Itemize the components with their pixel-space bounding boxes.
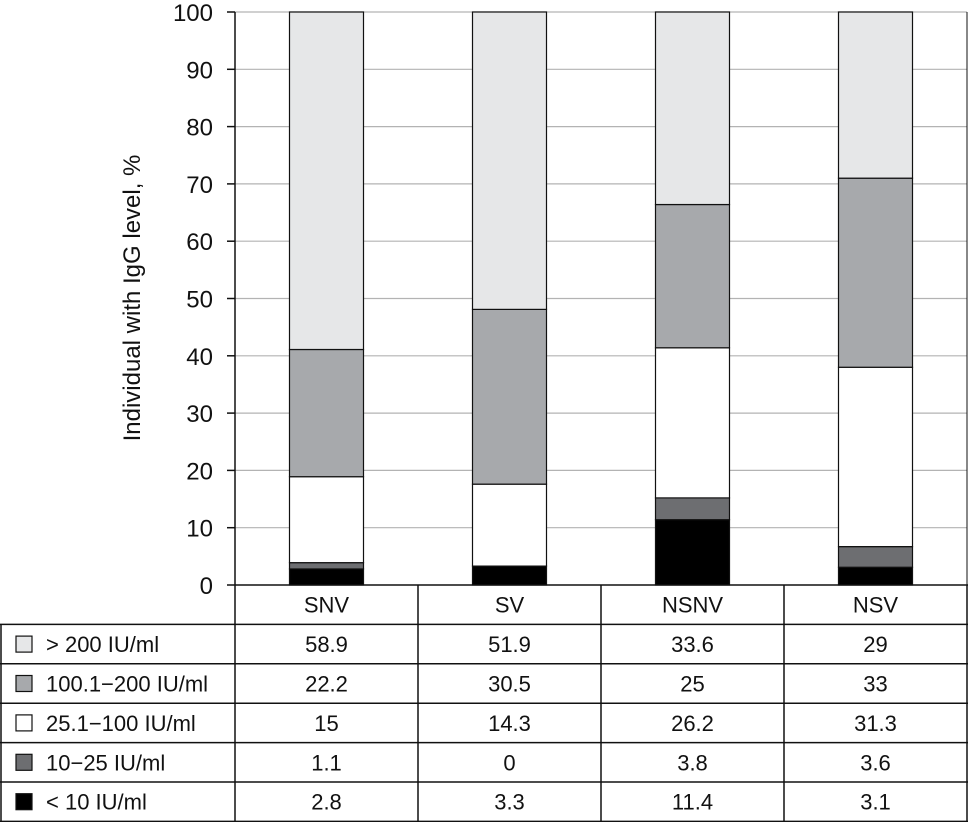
bar-snv-100-1-200-iu-ml [288, 348, 365, 478]
data-label-nsv-10-25-iu-ml: 3.6 [860, 750, 891, 775]
bar-snv-25-1-100-iu-ml [288, 476, 365, 564]
bar-nsnv-100-1-200-iu-ml [654, 203, 731, 349]
legend-swatch-25-1-100-iu-ml [15, 714, 33, 732]
bar-nsnv-200-iu-ml [654, 11, 731, 206]
category-label-nsv: NSV [853, 593, 899, 618]
legend-label-200-iu-ml: > 200 IU/ml [46, 632, 159, 657]
bar-snv-10-25-iu-ml [288, 562, 365, 570]
bar-nsnv-10-25-iu-ml [654, 497, 731, 521]
bar-sv-25-1-100-iu-ml [471, 483, 548, 567]
bars [288, 11, 914, 586]
data-label-snv-25-1-100-iu-ml: 15 [314, 711, 338, 736]
category-label-nsnv: NSNV [662, 593, 723, 618]
legend-swatch-10-iu-ml [15, 793, 33, 811]
y-axis-label: Individual with IgG level, % [119, 155, 146, 442]
data-label-nsv-100-1-200-iu-ml: 33 [863, 672, 887, 697]
data-label-snv-200-iu-ml: 58.9 [305, 632, 348, 657]
data-label-snv-10-iu-ml: 2.8 [311, 790, 342, 815]
data-label-snv-10-25-iu-ml: 1.1 [311, 750, 342, 775]
data-label-nsnv-200-iu-ml: 33.6 [671, 632, 714, 657]
bar-nsv-25-1-100-iu-ml [837, 366, 914, 548]
y-tick-label: 100 [173, 0, 213, 27]
data-table: SNV SV NSNV NSV > 200 IU/ml 58.9 51.9 33.6 29 100… [0, 584, 968, 822]
data-label-nsnv-100-1-200-iu-ml: 25 [680, 672, 704, 697]
bar-nsv-100-1-200-iu-ml [837, 177, 914, 368]
legend-label-25-1-100-iu-ml: 25.1−100 IU/ml [46, 711, 196, 736]
data-label-nsv-10-iu-ml: 3.1 [860, 790, 891, 815]
legend-swatch-200-iu-ml [15, 635, 33, 653]
legend-label-10-25-iu-ml: 10−25 IU/ml [46, 750, 165, 775]
legend-swatch-10-25-iu-ml [15, 753, 33, 771]
category-label-snv: SNV [304, 593, 350, 618]
bar-nsnv-25-1-100-iu-ml [654, 347, 731, 499]
y-tick-label: 80 [186, 115, 213, 142]
legend-label-100-1-200-iu-ml: 100.1−200 IU/ml [46, 672, 208, 697]
y-tick-label: 20 [186, 458, 213, 485]
legend-swatch-100-1-200-iu-ml [15, 674, 33, 693]
bar-snv-10-iu-ml [288, 568, 365, 586]
y-tick-label: 0 [200, 573, 213, 600]
data-label-sv-25-1-100-iu-ml: 14.3 [488, 711, 531, 736]
data-label-nsv-25-1-100-iu-ml: 31.3 [854, 711, 897, 736]
y-tick-label: 40 [186, 344, 213, 371]
bar-sv-100-1-200-iu-ml [471, 308, 548, 485]
bar-nsnv-10-iu-ml [654, 519, 731, 586]
data-label-nsnv-10-iu-ml: 11.4 [672, 790, 713, 815]
data-label-snv-100-1-200-iu-ml: 22.2 [305, 672, 348, 697]
data-label-nsv-200-iu-ml: 29 [863, 632, 887, 657]
data-label-sv-200-iu-ml: 51.9 [488, 632, 531, 657]
bar-nsv-200-iu-ml [837, 11, 914, 179]
data-label-nsnv-10-25-iu-ml: 3.8 [677, 750, 708, 775]
category-label-sv: SV [495, 593, 525, 618]
y-tick-label: 70 [186, 172, 213, 199]
data-label-sv-10-25-iu-ml: 0 [503, 750, 515, 775]
y-tick-label: 90 [186, 57, 213, 84]
bar-nsv-10-iu-ml [837, 566, 914, 586]
bar-nsv-10-25-iu-ml [837, 546, 914, 568]
y-tick-label: 30 [186, 401, 213, 428]
bar-snv-200-iu-ml [288, 11, 365, 351]
y-tick-label: 60 [186, 229, 213, 256]
data-label-nsnv-25-1-100-iu-ml: 26.2 [671, 711, 714, 736]
data-label-sv-100-1-200-iu-ml: 30.5 [488, 672, 531, 697]
data-label-sv-10-iu-ml: 3.3 [494, 790, 525, 815]
y-tick-label: 50 [186, 287, 213, 314]
y-axis: 0 10 20 30 40 50 60 70 80 90 100 [173, 0, 968, 600]
y-tick-label: 10 [186, 516, 213, 543]
bar-sv-200-iu-ml [471, 11, 548, 310]
legend-label-10-iu-ml: < 10 IU/ml [46, 790, 147, 815]
bar-sv-10-iu-ml [471, 565, 548, 586]
